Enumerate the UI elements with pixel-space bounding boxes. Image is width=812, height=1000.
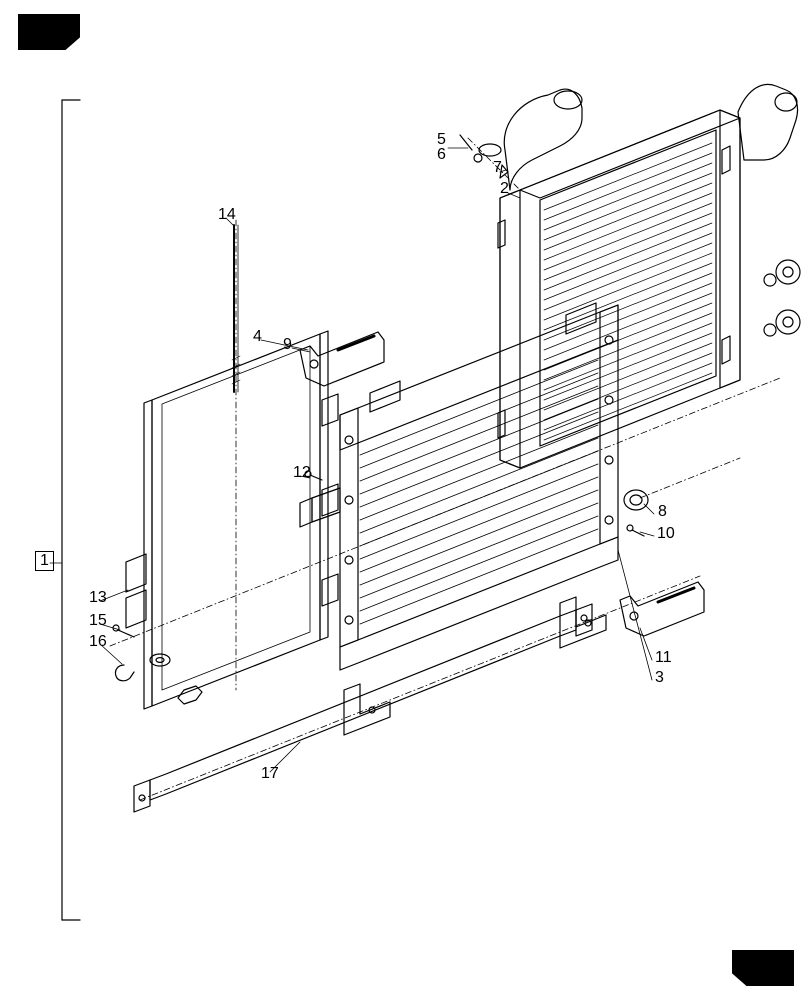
part-lower-tie-bar <box>134 604 592 812</box>
callout-1: 1 <box>35 551 54 571</box>
part-condenser-frame <box>126 331 338 709</box>
callout-4: 4 <box>253 328 262 346</box>
callout-3: 3 <box>655 669 664 687</box>
callout-8: 8 <box>658 503 667 521</box>
callout-12: 12 <box>293 464 311 482</box>
callout-6: 6 <box>437 146 446 164</box>
diagram-canvas: 1 2 3 4 5 6 7 8 9 10 11 12 13 14 15 16 1… <box>0 0 812 1000</box>
part-bracket-upper-left <box>300 332 384 386</box>
callout-15: 15 <box>89 612 107 630</box>
part-intercooler <box>460 84 800 468</box>
callout-14: 14 <box>218 206 236 224</box>
callout-17: 17 <box>261 765 279 783</box>
assembly-bracket <box>62 100 80 920</box>
callout-7: 7 <box>493 159 502 177</box>
callout-13: 13 <box>89 589 107 607</box>
part-fuel-cooler <box>300 303 648 670</box>
part-bracket-lower-right <box>620 582 704 636</box>
callout-16: 16 <box>89 633 107 651</box>
callout-11: 11 <box>655 649 672 667</box>
callout-2: 2 <box>500 180 509 198</box>
exploded-view-diagram <box>0 0 812 1000</box>
callout-10: 10 <box>657 525 675 543</box>
callout-9: 9 <box>283 336 292 354</box>
